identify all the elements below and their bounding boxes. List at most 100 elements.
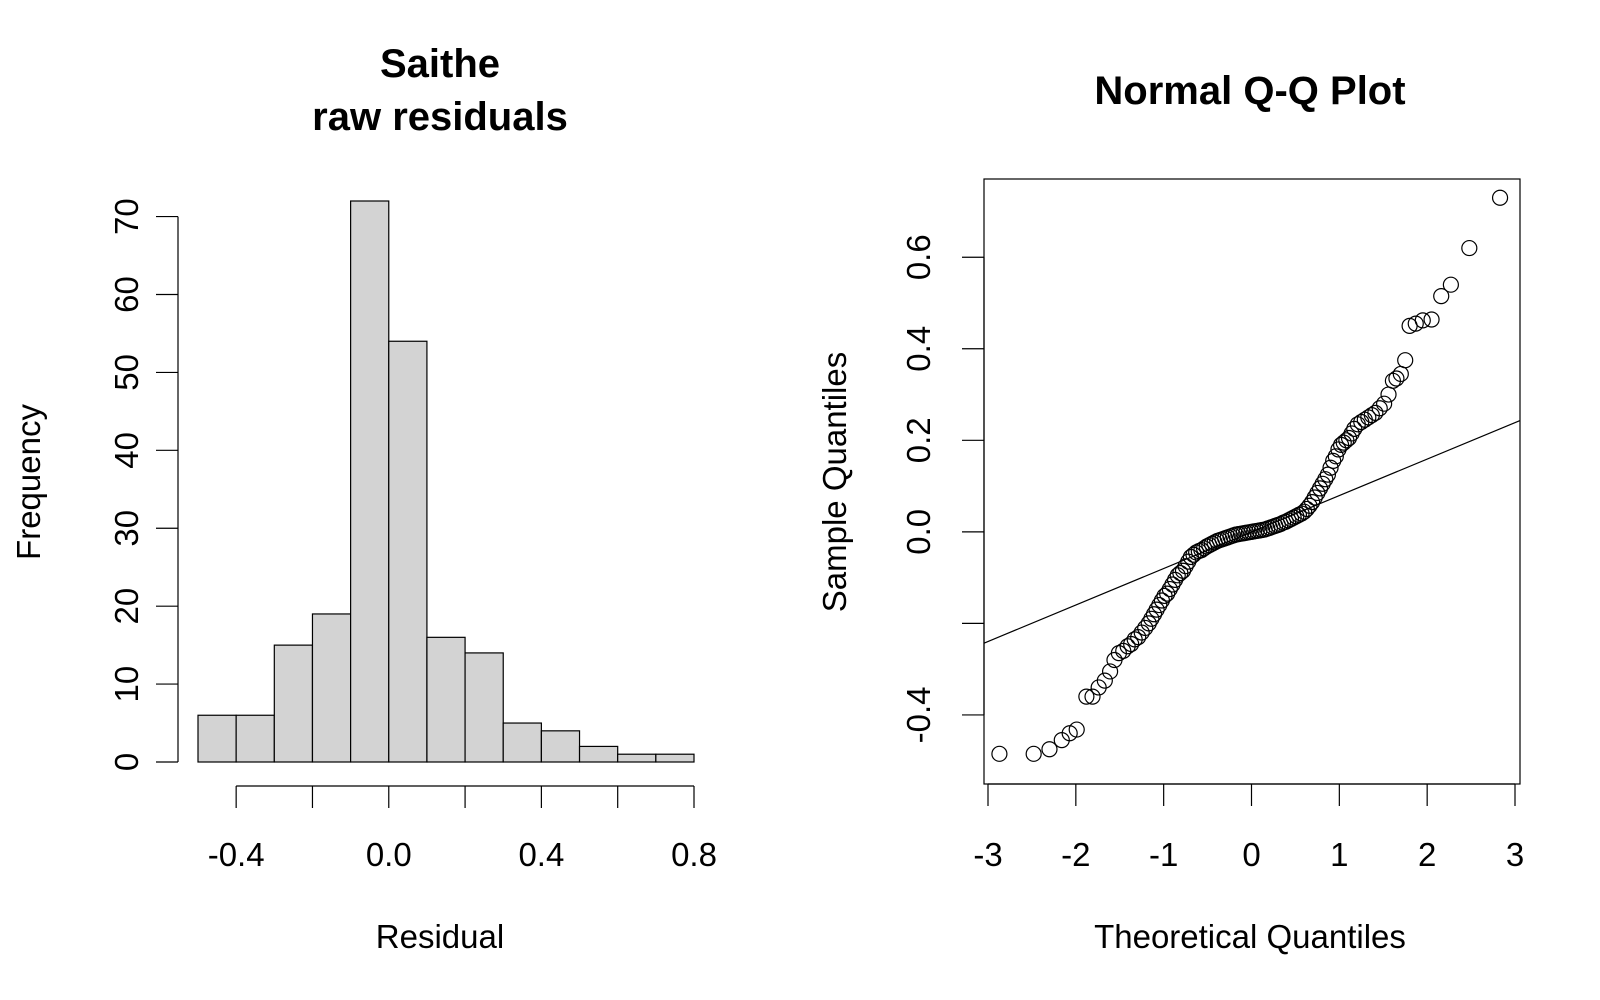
qq-point (1101, 663, 1119, 680)
qq-y-tick-label: 0.2 (900, 417, 937, 463)
qq-plot-frame (983, 178, 1521, 785)
qq-point (1306, 489, 1323, 506)
qq-point (1174, 562, 1192, 579)
qq-point (1301, 497, 1318, 514)
qq-point (1322, 459, 1339, 476)
qq-point (1084, 688, 1101, 705)
histogram-bar (350, 200, 390, 763)
qq-point (1491, 189, 1509, 206)
histogram-y-tick-label: 40 (108, 432, 145, 469)
histogram-bar (197, 714, 237, 763)
qq-y-axis: -0.4 0.0 0.2 0.4 0.6 (900, 234, 985, 743)
histogram-bars (197, 200, 695, 763)
histogram-x-tick-label: -0.4 (208, 836, 265, 873)
qq-x-tick-label: 0 (1242, 836, 1260, 873)
qq-point (1319, 466, 1337, 483)
histogram-y-tick-label: 20 (108, 588, 145, 625)
qq-point (1309, 484, 1326, 502)
histogram-y-axis-label: Frequency (10, 404, 47, 560)
qq-x-tick-label: 1 (1330, 836, 1348, 873)
histogram-y-axis: 0 10 20 30 40 50 60 70 (108, 198, 179, 771)
qq-point (1433, 288, 1450, 305)
qq-point (1177, 558, 1194, 575)
histogram-bar (388, 340, 428, 763)
qq-y-tick-label: -0.4 (900, 686, 937, 743)
qq-x-axis: -3 -2 -1 0 1 2 3 (973, 783, 1524, 873)
qq-point (1461, 239, 1478, 257)
histogram-x-axis: -0.4 0.0 0.4 0.8 (208, 785, 717, 873)
histogram-y-tick-label: 30 (108, 510, 145, 547)
qq-y-tick-label: 0.0 (900, 509, 937, 555)
qq-point (1140, 615, 1157, 632)
qq-point (1397, 352, 1414, 369)
histogram-panel: Saithe raw residuals -0.4 0.0 0.4 0.8 0 10 20… (10, 42, 717, 955)
qq-point (1311, 480, 1329, 497)
qq-point (1078, 688, 1095, 705)
histogram-bar (426, 636, 466, 763)
qq-y-tick-label: 0.6 (900, 234, 937, 280)
histogram-y-tick-label: 70 (108, 198, 145, 235)
qq-x-tick-label: -1 (1149, 836, 1178, 873)
qq-plot-title: Normal Q-Q Plot (1094, 69, 1405, 113)
qq-point (1317, 471, 1334, 488)
histogram-bar (655, 753, 695, 763)
histogram-bar (502, 722, 542, 763)
histogram-x-axis-label: Residual (376, 918, 504, 955)
histogram-x-tick-label: 0.8 (671, 836, 717, 873)
qq-points (991, 189, 1509, 762)
qq-x-tick-label: -2 (1061, 836, 1090, 873)
histogram-x-tick-label: 0.4 (518, 836, 564, 873)
histogram-bar (617, 753, 657, 763)
histogram-subtitle: raw residuals (312, 95, 568, 139)
histogram-bar (311, 613, 352, 763)
qq-x-tick-label: 3 (1506, 836, 1524, 873)
qq-point (1376, 395, 1393, 412)
qq-x-tick-label: -3 (973, 836, 1002, 873)
qq-plot-panel: Normal Q-Q Plot -3 -2 -1 0 1 2 3 -0.4 0.0 0.2 0.4… (816, 69, 1524, 955)
qq-y-tick-label: 0.4 (900, 326, 937, 372)
qq-point (1371, 400, 1388, 417)
qq-point (1367, 404, 1384, 421)
qq-point (1195, 540, 1213, 557)
qq-point (1442, 276, 1459, 293)
qq-point (1137, 619, 1154, 637)
qq-point (1407, 315, 1424, 332)
histogram-bar (235, 714, 275, 763)
histogram-y-tick-label: 0 (108, 753, 145, 771)
qq-point (1325, 452, 1342, 470)
qq-point (1343, 425, 1360, 442)
qq-y-axis-label: Sample Quantiles (816, 352, 853, 612)
qq-point (1096, 672, 1113, 689)
qq-point (1025, 745, 1042, 762)
qq-point (1304, 493, 1321, 511)
histogram-bar (540, 730, 581, 763)
histogram-y-tick-label: 60 (108, 276, 145, 313)
histogram-y-tick-label: 10 (108, 666, 145, 703)
qq-point (1164, 576, 1181, 593)
qq-point (1159, 585, 1176, 602)
histogram-bar (464, 652, 504, 763)
qq-point (1414, 312, 1431, 329)
qq-point (1388, 370, 1405, 387)
qq-point (1145, 606, 1163, 623)
qq-point (1314, 475, 1331, 492)
histogram-title: Saithe (380, 42, 500, 86)
histogram-x-tick-label: 0.0 (366, 836, 412, 873)
qq-point (991, 745, 1008, 762)
qq-x-axis-label: Theoretical Quantiles (1094, 918, 1406, 955)
qq-point (1041, 741, 1058, 758)
qq-point (1151, 596, 1168, 614)
qq-point (1327, 448, 1344, 465)
qq-point (1340, 429, 1358, 447)
histogram-y-tick-label: 50 (108, 354, 145, 391)
qq-point (1296, 503, 1313, 520)
qq-point (1380, 386, 1397, 403)
qq-point (1143, 610, 1160, 627)
qq-point (1068, 721, 1085, 738)
histogram-bar (578, 745, 619, 763)
qq-point (1161, 580, 1178, 598)
qq-point (1423, 311, 1440, 328)
histogram-bar (273, 644, 314, 763)
qq-x-tick-label: 2 (1418, 836, 1436, 873)
